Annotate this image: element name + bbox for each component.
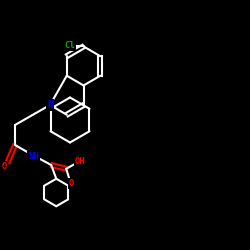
Text: OH: OH	[74, 157, 86, 166]
Text: Cl: Cl	[64, 41, 75, 50]
Text: N: N	[47, 100, 53, 110]
Text: O: O	[2, 162, 7, 171]
Text: O: O	[68, 179, 74, 188]
Text: NH: NH	[28, 152, 39, 161]
